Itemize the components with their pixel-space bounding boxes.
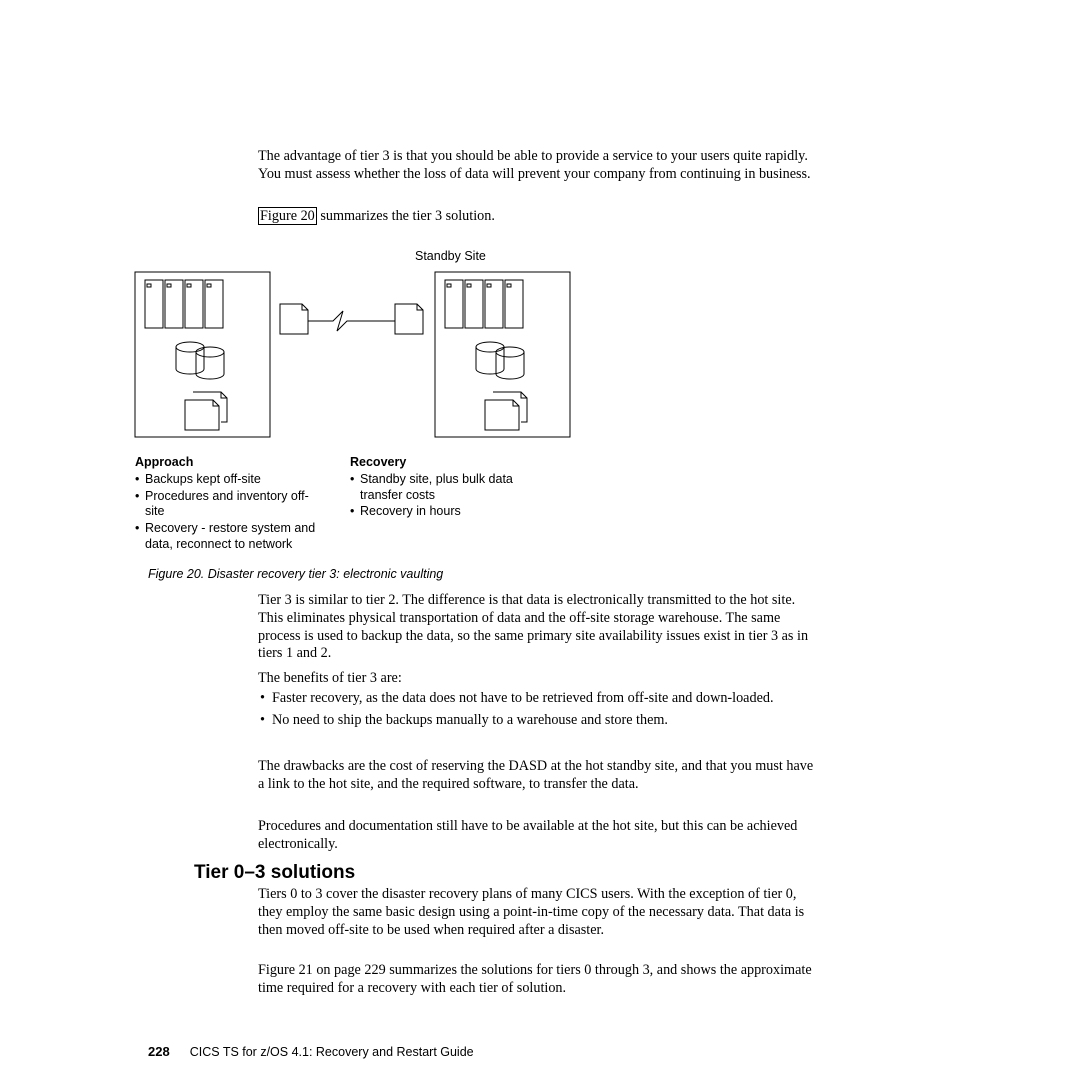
figure-ref-tail: summarizes the tier 3 solution. (317, 208, 495, 224)
recovery-heading: Recovery (350, 455, 550, 469)
tier3-diagram-svg (125, 242, 680, 447)
figure-21-ref-paragraph: Figure 21 on page 229 summarizes the sol… (258, 962, 816, 998)
figure-20-link[interactable]: Figure 20 (258, 207, 317, 225)
benefits-list-wrap: Faster recovery, as the data does not ha… (258, 690, 816, 734)
approach-column: Approach Backups kept off-site Procedure… (135, 455, 325, 553)
procedures-paragraph: Procedures and documentation still have … (258, 818, 818, 854)
tier3-diagram: Standby Site (125, 242, 680, 447)
footer-title: CICS TS for z/OS 4.1: Recovery and Resta… (190, 1045, 474, 1059)
tier3-paragraph: Tier 3 is similar to tier 2. The differe… (258, 592, 820, 663)
list-item: Recovery in hours (350, 504, 550, 520)
tier-0-3-heading: Tier 0–3 solutions (194, 862, 355, 884)
benefits-list: Faster recovery, as the data does not ha… (258, 690, 816, 730)
page-footer: 228 CICS TS for z/OS 4.1: Recovery and R… (148, 1043, 474, 1061)
intro-paragraph: The advantage of tier 3 is that you shou… (258, 148, 816, 184)
figure-ref-sentence: Figure 20 summarizes the tier 3 solution… (258, 208, 816, 226)
approach-list: Backups kept off-site Procedures and inv… (135, 472, 325, 552)
page: The advantage of tier 3 is that you shou… (0, 0, 1080, 1080)
drawbacks-paragraph: The drawbacks are the cost of reserving … (258, 758, 820, 794)
list-item: Procedures and inventory off-site (135, 489, 325, 520)
recovery-list: Standby site, plus bulk data transfer co… (350, 472, 550, 520)
list-item: No need to ship the backups manually to … (258, 712, 816, 730)
tiers-paragraph: Tiers 0 to 3 cover the disaster recovery… (258, 886, 818, 939)
list-item: Standby site, plus bulk data transfer co… (350, 472, 550, 503)
recovery-column: Recovery Standby site, plus bulk data tr… (350, 455, 550, 521)
list-item: Faster recovery, as the data does not ha… (258, 690, 816, 708)
page-number: 228 (148, 1044, 170, 1059)
figure-20-caption: Figure 20. Disaster recovery tier 3: ele… (148, 567, 443, 581)
standby-site-label: Standby Site (415, 249, 486, 263)
list-item: Backups kept off-site (135, 472, 325, 488)
list-item: Recovery - restore system and data, reco… (135, 521, 325, 552)
benefits-intro: The benefits of tier 3 are: (258, 670, 816, 688)
approach-heading: Approach (135, 455, 325, 469)
